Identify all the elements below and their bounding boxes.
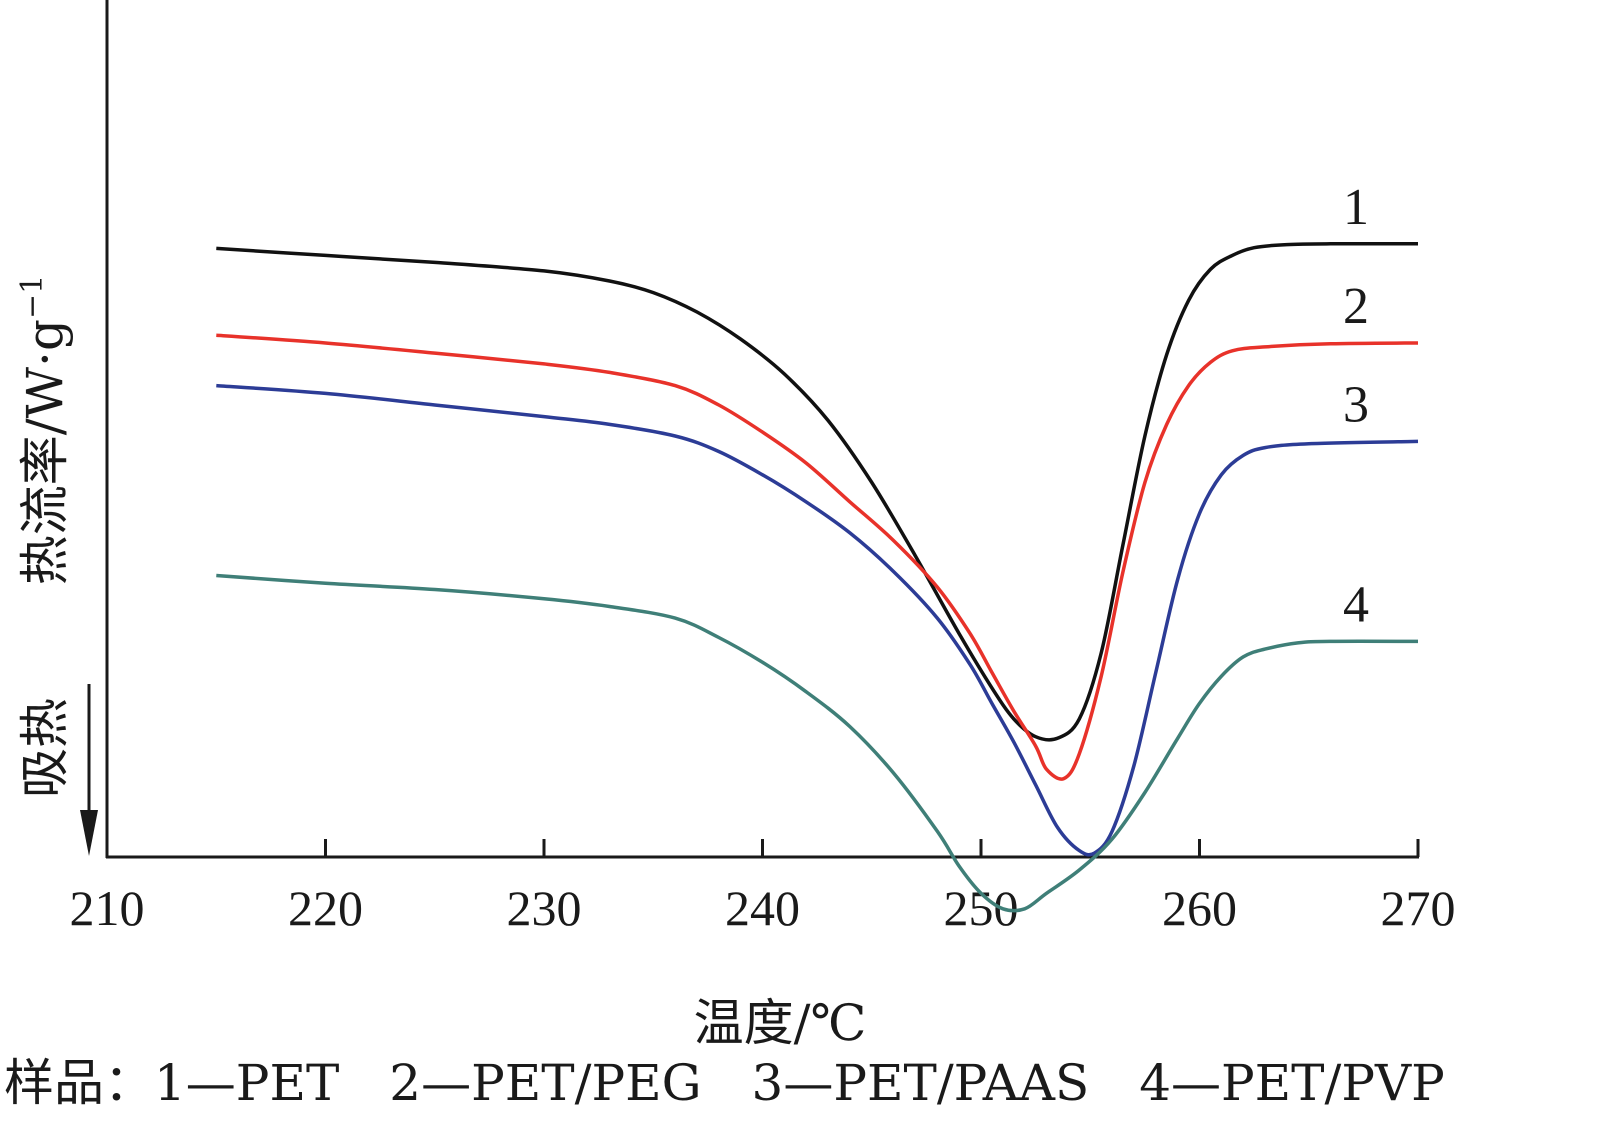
y-axis-label-main: 热流率/W·g (16, 319, 74, 585)
series-line-3 (216, 383, 1419, 857)
y-axis-label: 热流率/W·g−1 (15, 275, 74, 585)
x-tick-label: 270 (1381, 880, 1456, 936)
series-line-4 (216, 573, 1419, 913)
series-label-3: 3 (1343, 376, 1369, 433)
curves (216, 242, 1419, 913)
series-line-2 (216, 333, 1419, 781)
x-tick-label: 260 (1162, 880, 1237, 936)
x-tick-label: 210 (70, 880, 145, 936)
x-axis-label: 温度/℃ (694, 994, 867, 1052)
x-ticks (105, 839, 1420, 857)
x-tick-label: 250 (944, 880, 1019, 936)
legend-caption: 样品：1—PET 2—PET/PEG 3—PET/PAAS 4—PET/PVP (4, 1054, 1445, 1112)
curve-labels: 1 2 3 4 (1343, 179, 1369, 634)
y-axis-label-superscript: −1 (15, 275, 50, 319)
series-label-2: 2 (1343, 278, 1369, 335)
endotherm-label: 吸热 (16, 698, 74, 798)
series-label-4: 4 (1343, 576, 1369, 633)
x-tick-label: 220 (288, 880, 363, 936)
series-label-1: 1 (1343, 179, 1369, 236)
series-line-1 (216, 242, 1419, 742)
x-tick-labels: 210 220 230 240 250 260 270 (70, 880, 1456, 936)
endotherm-arrow-icon (80, 684, 98, 856)
axes (105, 0, 1419, 859)
x-tick-label: 240 (725, 880, 800, 936)
x-tick-label: 230 (507, 880, 582, 936)
